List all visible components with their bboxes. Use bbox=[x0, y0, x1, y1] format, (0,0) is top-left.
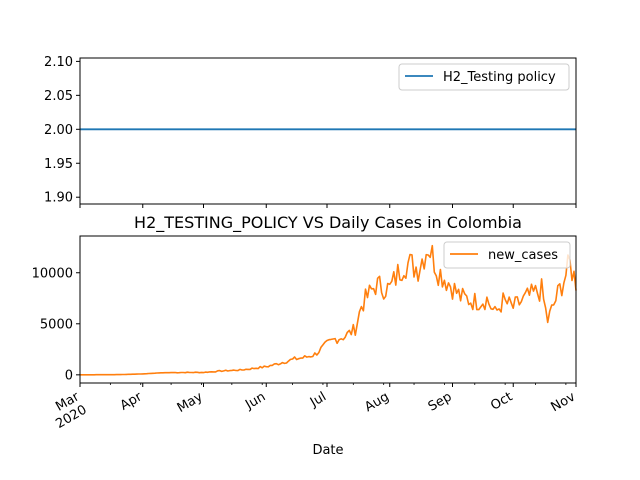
y-tick-label: 5000 bbox=[40, 317, 73, 332]
y-tick-label: 1.95 bbox=[44, 157, 73, 172]
y-tick-label: 2.10 bbox=[44, 55, 73, 70]
y-tick-label: 1.90 bbox=[44, 191, 73, 206]
y-tick-label: 0 bbox=[65, 368, 73, 383]
legend-label: H2_Testing policy bbox=[443, 70, 556, 85]
series-line-new-cases bbox=[80, 244, 577, 376]
y-tick-label: 2.00 bbox=[44, 123, 73, 138]
x-tick-label-line: Jul bbox=[307, 389, 329, 410]
top-subplot: 1.90 1.95 2.00 2.05 2.10 H2_Testing policy bbox=[44, 55, 577, 208]
chart-title: H2_TESTING_POLICY VS Daily Cases in Colo… bbox=[134, 213, 522, 233]
legend-frame bbox=[398, 63, 570, 91]
x-axis-label: Date bbox=[312, 443, 343, 458]
plot-frame bbox=[79, 57, 577, 205]
legend-label: new_cases bbox=[488, 248, 558, 263]
legend-frame bbox=[443, 241, 571, 269]
x-tick-label: Jul bbox=[307, 389, 329, 410]
y-tick-label: 10000 bbox=[32, 266, 73, 281]
plot-frame bbox=[79, 235, 577, 384]
y-tick-label: 2.05 bbox=[44, 89, 73, 104]
legend: H2_Testing policy bbox=[398, 63, 570, 91]
legend: new_cases bbox=[443, 241, 571, 269]
